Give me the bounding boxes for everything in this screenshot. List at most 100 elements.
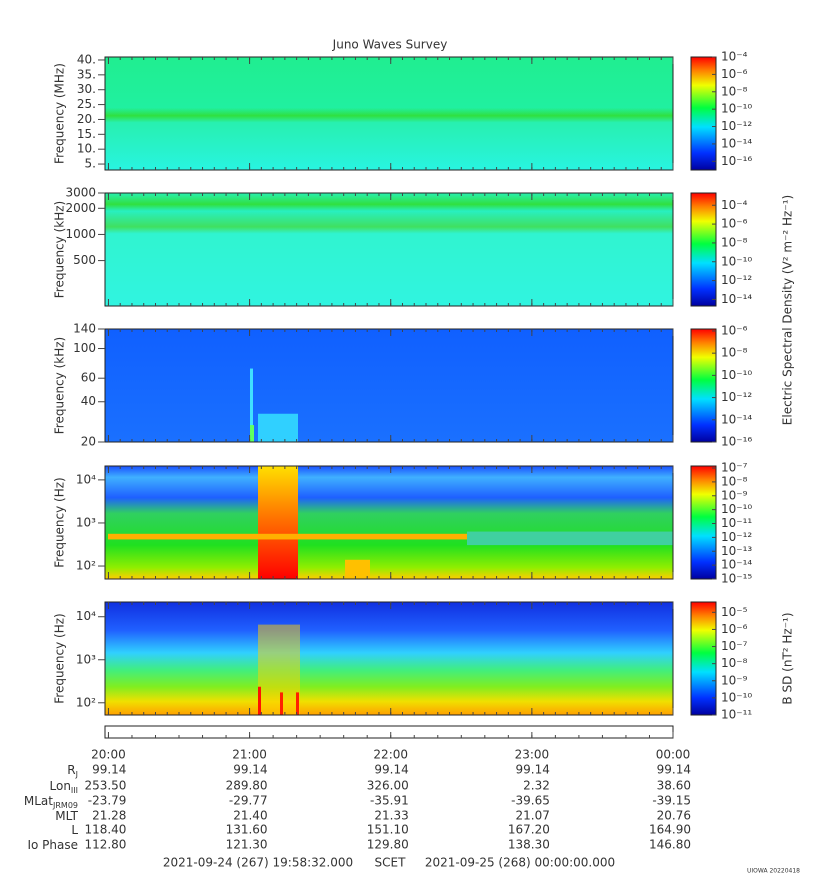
row-label-text: R	[67, 763, 75, 777]
spectrogram	[105, 329, 673, 442]
spectrogram-feature	[280, 692, 283, 715]
colorbar-label: B SD (nT² Hz⁻¹)	[781, 612, 795, 704]
colorbar-tick-label: 10⁻⁶	[721, 622, 748, 636]
y-tick-label: 5.	[85, 157, 96, 171]
x-tick-label: 22:00	[373, 748, 408, 762]
row-value: 99.14	[516, 763, 550, 777]
footer-end: 2021-09-25 (268) 00:00:00.000	[425, 856, 615, 870]
y-tick-label: 35.	[77, 67, 96, 81]
colorbar-tick-label: 10⁻¹¹	[721, 516, 752, 530]
plot-frame	[104, 56, 674, 171]
row-value: 21.40	[233, 809, 267, 823]
spectrogram-feature	[250, 368, 253, 442]
row-value: 151.10	[367, 823, 409, 837]
colorbar-tick-label: 10⁻⁸	[721, 235, 748, 249]
row-label-text: MLat	[24, 794, 53, 808]
y-tick-label: 3000	[65, 186, 96, 200]
y-tick-label: 10²	[76, 695, 96, 709]
colorbar-tick-label: 10⁻⁶	[721, 67, 748, 81]
spectrogram-feature	[258, 413, 298, 442]
row-label-text: L	[71, 823, 78, 837]
colorbar-tick-label: 10⁻¹⁰	[721, 690, 752, 704]
plot-frame	[104, 192, 674, 307]
row-value: 99.14	[657, 763, 691, 777]
row-value: 253.50	[84, 779, 126, 793]
colorbar-tick-label: 10⁻⁶	[721, 217, 748, 231]
colorbar-tick-label: 10⁻⁶	[721, 323, 748, 337]
y-tick-label: 20	[81, 435, 96, 449]
x-tick-label: 23:00	[515, 748, 550, 762]
colorbar-tick-label: 10⁻¹²	[721, 390, 752, 404]
row-value: 146.80	[649, 838, 691, 852]
colorbar-tick-label: 10⁻⁴	[721, 50, 748, 64]
row-label-text: Io Phase	[27, 838, 78, 852]
colorbar-tick-label: 10⁻¹⁰	[721, 502, 752, 516]
row-value: 2.32	[523, 779, 550, 793]
colorbar	[690, 192, 717, 307]
spectrogram-feature	[250, 425, 254, 442]
colorbar-tick-label: 10⁻¹¹	[721, 708, 752, 722]
row-label-text: Lon	[50, 779, 71, 793]
y-axis-label: Frequency (kHz)	[53, 337, 67, 434]
colorbar-tick-label: 10⁻¹⁵	[721, 572, 752, 586]
row-value: 138.30	[508, 838, 550, 852]
colorbar-tick-label: 10⁻¹⁴	[721, 558, 752, 572]
row-value: 289.80	[226, 779, 268, 793]
colorbar-tick-label: 10⁻⁸	[721, 84, 748, 98]
spectrogram	[105, 57, 673, 170]
footer-start: 2021-09-24 (267) 19:58:32.000	[163, 856, 353, 870]
colorbar	[690, 328, 717, 443]
row-value: 129.80	[367, 838, 409, 852]
row-label: LonIII	[50, 779, 79, 795]
plot-frame	[104, 328, 674, 443]
row-label: MLatJRM09	[24, 794, 78, 810]
colorbar-tick-label: 10⁻⁹	[721, 673, 748, 687]
row-value: 131.60	[226, 823, 268, 837]
colorbar-tick-label: 10⁻⁹	[721, 488, 748, 502]
x-tick-label: 21:00	[232, 748, 267, 762]
row-value: 121.30	[226, 838, 268, 852]
y-tick-label: 100	[73, 341, 96, 355]
row-value: 21.07	[516, 809, 550, 823]
y-tick-label: 15.	[77, 127, 96, 141]
colorbar-tick-label: 10⁻⁸	[721, 656, 748, 670]
y-tick-label: 10³	[76, 652, 96, 666]
row-value: -35.91	[370, 794, 409, 808]
spectrogram-feature	[258, 466, 298, 579]
spectrogram-feature	[108, 533, 467, 540]
colorbar-tick-label: 10⁻¹²	[721, 119, 752, 133]
colorbar-tick-label: 10⁻⁷	[721, 461, 748, 475]
y-axis-label: Frequency (MHz)	[53, 63, 67, 164]
spectrogram	[105, 602, 673, 715]
y-tick-label: 500	[73, 253, 96, 267]
y-tick-label: 10²	[76, 559, 96, 573]
row-label: RJ	[67, 763, 78, 779]
row-value: 21.28	[92, 809, 126, 823]
row-value: 99.14	[233, 763, 267, 777]
spectrogram-feature	[467, 531, 673, 546]
colorbar	[690, 601, 717, 716]
x-tick-label: 00:00	[656, 748, 691, 762]
row-value: 38.60	[657, 779, 691, 793]
colorbar-tick-label: 10⁻¹⁶	[721, 435, 752, 449]
colorbar-tick-label: 10⁻¹⁰	[721, 368, 752, 382]
y-tick-label: 10⁴	[76, 472, 96, 486]
y-tick-label: 20.	[77, 112, 96, 126]
row-value: 20.76	[657, 809, 691, 823]
y-tick-label: 10.	[77, 142, 96, 156]
colorbar-tick-label: 10⁻⁸	[721, 346, 748, 360]
y-tick-label: 40.	[77, 52, 96, 66]
time-strip	[104, 725, 674, 739]
row-label-sub: J	[75, 770, 78, 779]
colorbar-tick-label: 10⁻¹⁴	[721, 292, 752, 306]
colorbar-tick-label: 10⁻⁷	[721, 639, 748, 653]
footer-scet: SCET	[375, 856, 407, 870]
y-tick-label: 25.	[77, 97, 96, 111]
credit: UIOWA 20220418	[747, 868, 800, 875]
colorbar-label: Electric Spectral Density (V² m⁻² Hz⁻¹)	[781, 195, 795, 425]
row-label: L	[71, 823, 78, 837]
spectrogram-feature	[258, 624, 300, 715]
row-value: 164.90	[649, 823, 691, 837]
row-label-text: MLT	[55, 809, 78, 823]
